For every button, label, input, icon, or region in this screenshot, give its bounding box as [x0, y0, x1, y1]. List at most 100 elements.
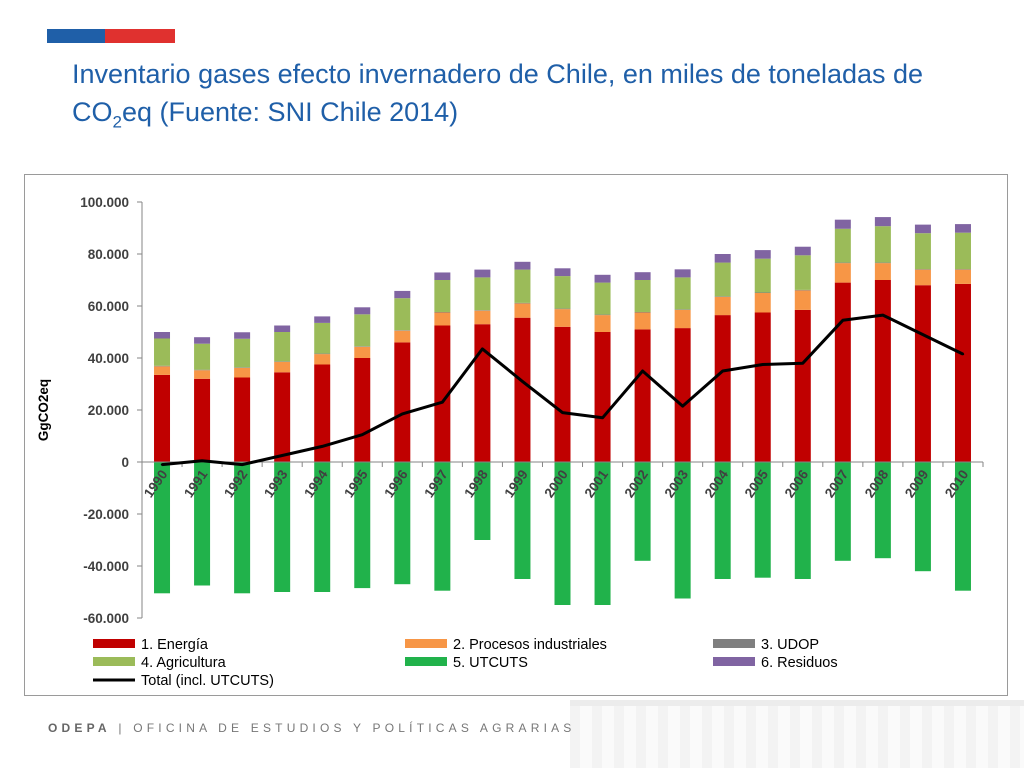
- title-main: Inventario gases efecto invernadero de C…: [72, 59, 924, 127]
- legend-swatch: [93, 639, 135, 648]
- flag-stripe-red: [105, 29, 175, 43]
- bar-procesos-industriales-2000: [554, 309, 571, 327]
- bar-procesos-industriales-1996: [394, 330, 411, 343]
- title-subscript: 2: [112, 112, 122, 132]
- bar-procesos-industriales-1994: [314, 354, 331, 365]
- bar-agricultura-2009: [914, 233, 931, 270]
- bar-agricultura-1991: [194, 343, 211, 370]
- bar-agricultura-2005: [754, 258, 771, 293]
- bar-udop-2001: [594, 314, 611, 316]
- bar-procesos-industriales-1998: [474, 310, 491, 325]
- y-tick-label: -40.000: [83, 559, 129, 574]
- legend: 1. Energía 2. Procesos industriales 3. UDO…: [93, 637, 838, 689]
- footer-org: ODEPA: [48, 721, 111, 735]
- total-point-1994: [321, 445, 324, 448]
- bar-energía-2001: [594, 332, 611, 462]
- bar-procesos-industriales-2004: [714, 296, 731, 316]
- total-point-2004: [721, 369, 724, 373]
- bar-udop-1994: [314, 353, 331, 355]
- bar-residuos-2000: [554, 268, 571, 277]
- bar-udop-1998: [474, 310, 491, 311]
- legend-swatch: [713, 657, 755, 666]
- bar-energía-2010: [954, 283, 971, 462]
- bar-utcuts-2005: [754, 462, 771, 578]
- bar-residuos-1995: [354, 307, 371, 315]
- bar-residuos-2005: [754, 250, 771, 259]
- bar-agricultura-1993: [274, 332, 291, 362]
- bar-energía-2007: [834, 282, 851, 462]
- total-point-2008: [881, 313, 885, 317]
- bar-udop-1993: [274, 361, 291, 362]
- footer: ODEPA | OFICINA DE ESTUDIOS Y POLÍTICAS …: [48, 721, 576, 735]
- bar-udop-2007: [834, 262, 851, 264]
- bar-utcuts-1991: [194, 462, 211, 586]
- total-point-2006: [801, 362, 804, 365]
- bar-udop-1995: [354, 346, 371, 347]
- footer-name: OFICINA DE ESTUDIOS Y POLÍTICAS AGRARIAS: [133, 721, 576, 735]
- total-line-layer: [160, 313, 965, 467]
- bar-procesos-industriales-2009: [914, 269, 931, 286]
- bar-agricultura-1990: [154, 338, 171, 366]
- total-point-1996: [401, 412, 404, 416]
- bar-agricultura-1997: [434, 280, 451, 312]
- y-tick-label: 60.000: [88, 299, 129, 314]
- total-point-2003: [681, 404, 684, 408]
- bar-energía-1991: [194, 378, 211, 462]
- bar-utcuts-1993: [274, 462, 291, 592]
- total-point-2001: [601, 416, 604, 419]
- bar-procesos-industriales-2003: [674, 309, 691, 329]
- y-axis-label: GgCO2eq: [36, 379, 51, 441]
- bar-udop-2009: [914, 269, 931, 270]
- bar-residuos-1996: [394, 290, 411, 299]
- bar-procesos-industriales-2006: [794, 290, 811, 310]
- bar-energía-1994: [314, 364, 331, 462]
- bar-utcuts-2008: [874, 462, 891, 559]
- bar-agricultura-2003: [674, 277, 691, 310]
- bar-udop-1999: [514, 302, 531, 304]
- bar-utcuts-2009: [914, 462, 931, 572]
- bar-residuos-2009: [914, 224, 931, 234]
- bar-utcuts-2004: [714, 462, 731, 579]
- bar-procesos-industriales-2007: [834, 263, 851, 283]
- bar-residuos-2008: [874, 217, 891, 227]
- footer-separator: |: [118, 721, 126, 735]
- bars-layer: [154, 217, 971, 605]
- bar-procesos-industriales-1997: [434, 312, 451, 326]
- total-point-2002: [641, 369, 644, 373]
- legend-swatch: [405, 639, 447, 648]
- bar-agricultura-2006: [794, 255, 811, 290]
- bar-residuos-1997: [434, 272, 451, 280]
- total-point-1998: [481, 347, 484, 351]
- bar-utcuts-1995: [354, 462, 371, 589]
- bar-residuos-2007: [834, 219, 851, 229]
- bar-energía-2009: [914, 285, 931, 462]
- bar-udop-2005: [754, 292, 771, 293]
- legend-label: 3. UDOP: [761, 637, 819, 653]
- bar-udop-2002: [634, 311, 651, 313]
- legend-label: 4. Agricultura: [141, 655, 227, 671]
- bar-residuos-2010: [954, 224, 971, 233]
- y-tick-label: 40.000: [88, 351, 129, 366]
- legend-swatch: [405, 657, 447, 666]
- bar-energía-1993: [274, 372, 291, 462]
- y-tick-label: 100.000: [80, 195, 129, 210]
- y-tick-label: -60.000: [83, 611, 129, 626]
- total-point-1993: [280, 454, 284, 457]
- bar-agricultura-2008: [874, 226, 891, 263]
- bar-utcuts-1998: [474, 462, 491, 540]
- bar-agricultura-1998: [474, 277, 491, 311]
- bar-udop-2000: [554, 308, 571, 310]
- bar-residuos-1991: [194, 337, 211, 344]
- total-point-2007: [841, 319, 845, 322]
- legend-label: 5. UTCUTS: [453, 655, 528, 671]
- bar-utcuts-2007: [834, 462, 851, 561]
- chart-frame: 100.000 80.000 60.000 40.000 20.000 0 -20.000 -…: [24, 174, 1008, 696]
- bar-utcuts-1994: [314, 462, 331, 592]
- y-tick-label: 20.000: [88, 403, 129, 418]
- bar-udop-1991: [194, 369, 211, 371]
- legend-label: Total (incl. UTCUTS): [141, 673, 274, 689]
- bar-energía-1996: [394, 342, 411, 462]
- bar-udop-1992: [234, 367, 251, 368]
- bar-procesos-industriales-1999: [514, 303, 531, 318]
- total-point-1992: [240, 463, 244, 466]
